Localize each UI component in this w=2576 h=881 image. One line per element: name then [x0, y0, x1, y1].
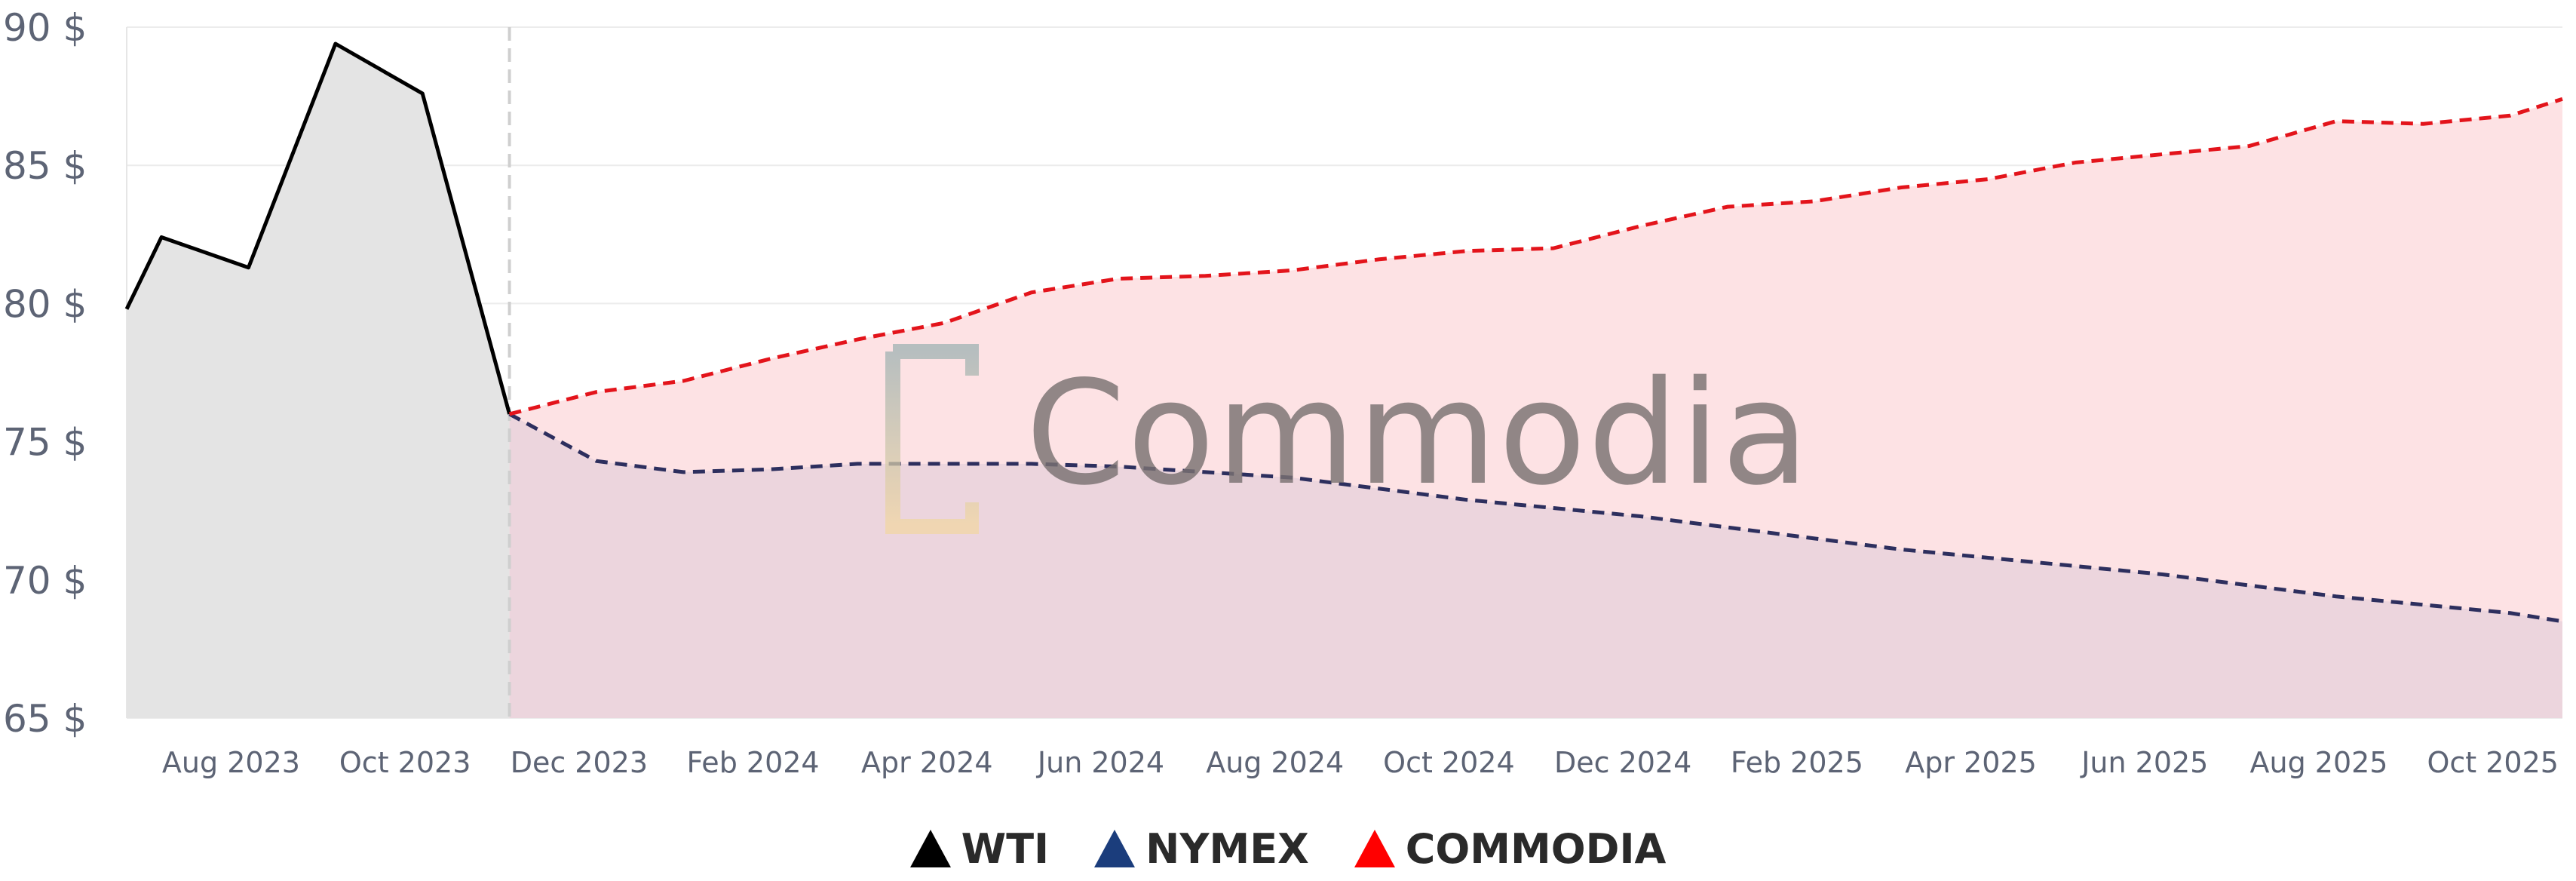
x-tick-label: Aug 2023: [162, 746, 300, 779]
x-tick-label: Aug 2024: [1206, 746, 1344, 779]
triangle-icon: [1094, 830, 1136, 867]
legend-item-nymex[interactable]: NYMEX: [1094, 825, 1309, 873]
series-fills: [127, 43, 2563, 718]
x-axis-ticks: Aug 2023 Oct 2023 Dec 2023 Feb 2024 Apr 2024…: [162, 746, 2559, 779]
legend: WTI NYMEX COMMODIA: [0, 822, 2576, 875]
y-tick-label: 90 $: [3, 6, 87, 50]
legend-label: WTI: [961, 824, 1050, 873]
x-tick-label: Oct 2023: [339, 746, 471, 779]
y-axis-ticks: 65 $ 70 $ 75 $ 80 $ 85 $ 90 $: [3, 6, 87, 741]
legend-item-wti[interactable]: WTI: [909, 824, 1050, 873]
series-lines: [124, 27, 2563, 718]
y-tick-label: 85 $: [3, 144, 87, 188]
y-tick-label: 75 $: [3, 421, 87, 465]
y-tick-label: 70 $: [3, 559, 87, 603]
x-tick-label: Oct 2025: [2427, 746, 2559, 779]
legend-item-commodia[interactable]: COMMODIA: [1354, 824, 1667, 873]
x-tick-label: Jun 2024: [1036, 746, 1164, 779]
nymex-area: [509, 413, 2563, 718]
wti-area: [127, 43, 510, 718]
legend-label: NYMEX: [1145, 824, 1309, 873]
x-tick-label: Feb 2024: [687, 746, 820, 779]
triangle-icon: [1354, 830, 1395, 867]
series-line-wti: [124, 41, 511, 415]
x-tick-label: Jun 2025: [2080, 746, 2208, 779]
x-tick-label: Dec 2024: [1554, 746, 1691, 779]
series-line-nymex: [508, 412, 2563, 624]
y-tick-label: 65 $: [3, 697, 87, 741]
series-line-commodia: [508, 97, 2563, 416]
x-tick-label: Apr 2025: [1905, 746, 2037, 779]
y-tick-label: 80 $: [3, 282, 87, 326]
triangle-icon: [909, 830, 951, 867]
x-tick-label: Oct 2024: [1383, 746, 1515, 779]
x-tick-label: Aug 2025: [2250, 746, 2388, 779]
x-tick-label: Feb 2025: [1731, 746, 1863, 779]
x-tick-label: Dec 2023: [511, 746, 648, 779]
legend-label: COMMODIA: [1405, 824, 1667, 873]
x-tick-label: Apr 2024: [861, 746, 993, 779]
